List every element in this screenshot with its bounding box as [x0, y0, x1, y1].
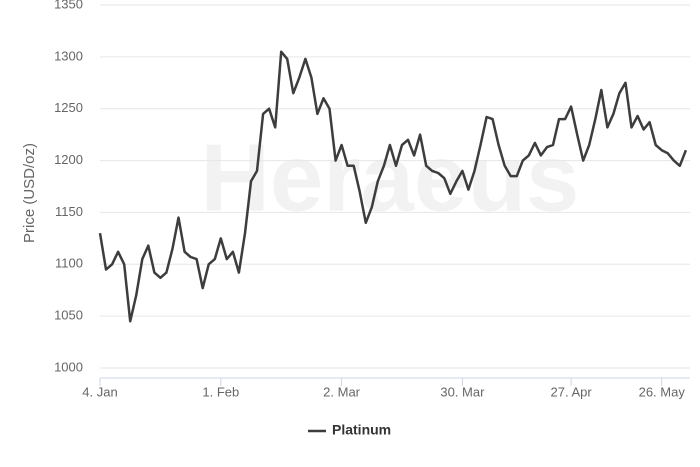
- y-tick-label: 1000: [54, 359, 83, 374]
- price-line: [98, 50, 688, 323]
- x-tick-label: 1. Feb: [202, 384, 239, 399]
- x-tick-label: 30. Mar: [440, 384, 485, 399]
- y-tick-label: 1250: [54, 100, 83, 115]
- y-tick-label: 1150: [55, 204, 83, 219]
- legend-label: Platinum: [332, 422, 391, 438]
- x-tick-label: 26. May: [639, 384, 686, 399]
- y-axis-label: Price (USD/oz): [21, 143, 38, 243]
- y-tick-label: 1100: [55, 256, 83, 271]
- y-tick-label: 1050: [54, 308, 83, 323]
- y-tick-label: 1350: [54, 0, 83, 11]
- x-tick-label: 4. Jan: [82, 384, 117, 399]
- x-tick-label: 27. Apr: [551, 384, 593, 399]
- y-tick-label: 1300: [54, 48, 83, 63]
- x-tick-label: 2. Mar: [323, 384, 361, 399]
- y-tick-label: 1200: [54, 152, 83, 167]
- watermark: Heraeus: [201, 124, 580, 231]
